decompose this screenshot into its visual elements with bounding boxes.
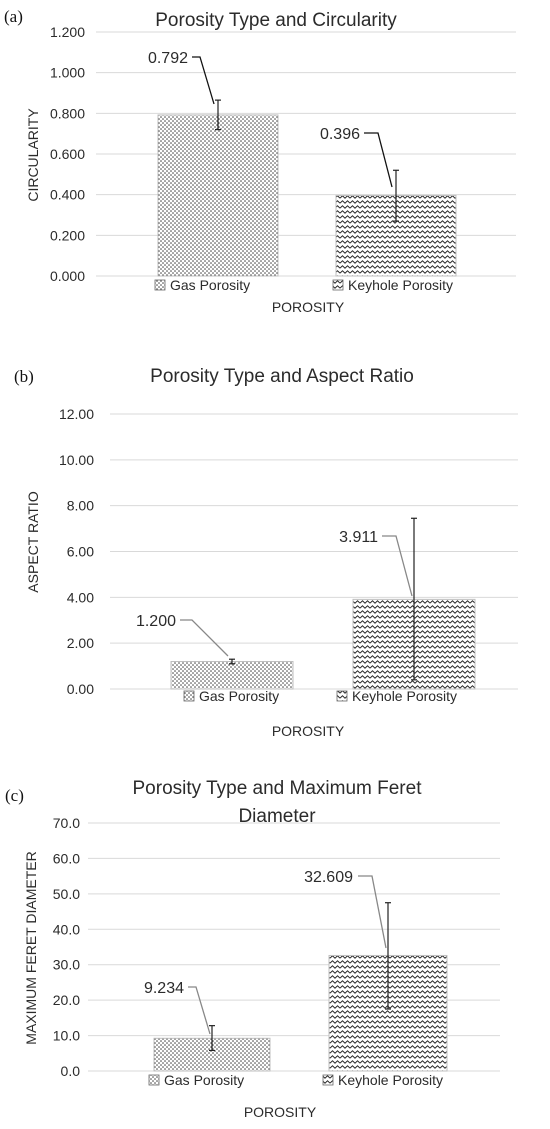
y-axis-label: CIRCULARITY bbox=[25, 108, 41, 202]
y-tick-label: 8.00 bbox=[67, 498, 94, 514]
panel-b: (b) Porosity Type and Aspect Ratio 0.00 2… bbox=[14, 366, 518, 739]
legend-swatch bbox=[332, 279, 344, 291]
chart-title: Porosity Type and Aspect Ratio bbox=[150, 366, 414, 387]
legend-group: Gas Porosity Keyhole Porosity bbox=[154, 277, 453, 293]
y-tick-labels: 0.00 2.00 4.00 6.00 8.00 10.00 12.00 bbox=[59, 406, 94, 697]
data-label: 0.792 bbox=[148, 50, 188, 67]
y-tick-label: 0.400 bbox=[50, 187, 85, 203]
leader-line bbox=[382, 535, 413, 597]
legend-swatch bbox=[336, 690, 348, 702]
y-tick-label: 6.00 bbox=[67, 544, 94, 560]
y-tick-label: 0.600 bbox=[50, 146, 85, 162]
legend-label: Gas Porosity bbox=[199, 688, 279, 704]
data-labels-group: 0.792 0.396 bbox=[148, 50, 393, 188]
y-tick-label: 30.0 bbox=[53, 957, 80, 973]
y-tick-label: 0.800 bbox=[50, 105, 85, 121]
bars-group bbox=[157, 114, 457, 277]
y-tick-label: 20.0 bbox=[53, 992, 80, 1008]
data-label: 3.911 bbox=[339, 529, 378, 546]
y-tick-label: 60.0 bbox=[53, 850, 80, 866]
legend-group: Gas Porosity Keyhole Porosity bbox=[183, 688, 457, 704]
x-axis-label: POROSITY bbox=[244, 1104, 317, 1120]
y-tick-label: 1.200 bbox=[50, 24, 85, 40]
bar bbox=[170, 661, 294, 690]
legend-swatch bbox=[183, 690, 195, 702]
y-tick-labels: 0.000 0.200 0.400 0.600 0.800 1.000 1.200 bbox=[50, 24, 85, 284]
panel-label: (b) bbox=[14, 367, 34, 386]
panel-label: (c) bbox=[5, 786, 24, 805]
chart-title: Porosity Type and Maximum Feret bbox=[133, 778, 423, 799]
legend-swatch bbox=[322, 1074, 334, 1086]
x-axis-label: POROSITY bbox=[272, 723, 345, 739]
data-label: 32.609 bbox=[304, 869, 353, 886]
error-bars-group bbox=[229, 517, 417, 681]
panel-label: (a) bbox=[4, 7, 23, 26]
y-tick-labels: 0.0 10.0 20.0 30.0 40.0 50.0 60.0 70.0 bbox=[53, 815, 80, 1079]
y-tick-label: 0.00 bbox=[67, 681, 94, 697]
panel-c: (c) Porosity Type and Maximum Feret Diam… bbox=[5, 778, 500, 1120]
data-label: 9.234 bbox=[144, 980, 184, 997]
y-axis-label: ASPECT RATIO bbox=[25, 491, 41, 593]
data-label: 1.200 bbox=[136, 613, 176, 630]
legend-swatch bbox=[148, 1074, 160, 1086]
y-tick-label: 0.200 bbox=[50, 227, 85, 243]
legend-label: Gas Porosity bbox=[170, 277, 250, 293]
y-tick-label: 4.00 bbox=[67, 589, 94, 605]
legend-label: Keyhole Porosity bbox=[348, 277, 453, 293]
data-label: 0.396 bbox=[320, 126, 360, 143]
y-axis-label: MAXIMUM FERET DIAMETER bbox=[23, 851, 39, 1044]
leader-line bbox=[180, 619, 229, 657]
legend-label: Keyhole Porosity bbox=[352, 688, 457, 704]
leader-line bbox=[188, 986, 211, 1035]
y-tick-label: 10.0 bbox=[53, 1028, 80, 1044]
legend-label: Keyhole Porosity bbox=[338, 1072, 443, 1088]
chart-title-line-2: Diameter bbox=[238, 806, 316, 827]
leader-line bbox=[192, 56, 215, 105]
leader-line bbox=[364, 132, 393, 188]
legend-label: Gas Porosity bbox=[164, 1072, 244, 1088]
error-bars-group bbox=[209, 902, 391, 1052]
y-tick-label: 10.00 bbox=[59, 452, 94, 468]
data-labels-group: 9.234 32.609 bbox=[144, 869, 387, 1035]
y-tick-label: 70.0 bbox=[53, 815, 80, 831]
y-tick-label: 50.0 bbox=[53, 886, 80, 902]
error-bars-group bbox=[215, 99, 399, 222]
legend-swatch bbox=[154, 279, 166, 291]
data-labels-group: 1.200 3.911 bbox=[136, 529, 413, 657]
y-tick-label: 40.0 bbox=[53, 921, 80, 937]
bars-group bbox=[153, 954, 448, 1072]
y-tick-label: 2.00 bbox=[67, 635, 94, 651]
panel-a: (a) Porosity Type and Circularity 0.0000… bbox=[4, 7, 516, 315]
y-tick-label: 0.0 bbox=[61, 1063, 81, 1079]
leader-line bbox=[358, 875, 387, 949]
legend-group: Gas Porosity Keyhole Porosity bbox=[148, 1072, 443, 1088]
bar bbox=[157, 114, 279, 277]
y-tick-label: 0.000 bbox=[50, 268, 85, 284]
chart-title: Porosity Type and Circularity bbox=[155, 10, 397, 31]
y-tick-label: 1.000 bbox=[50, 65, 85, 81]
x-axis-label: POROSITY bbox=[272, 299, 345, 315]
y-tick-label: 12.00 bbox=[59, 406, 94, 422]
